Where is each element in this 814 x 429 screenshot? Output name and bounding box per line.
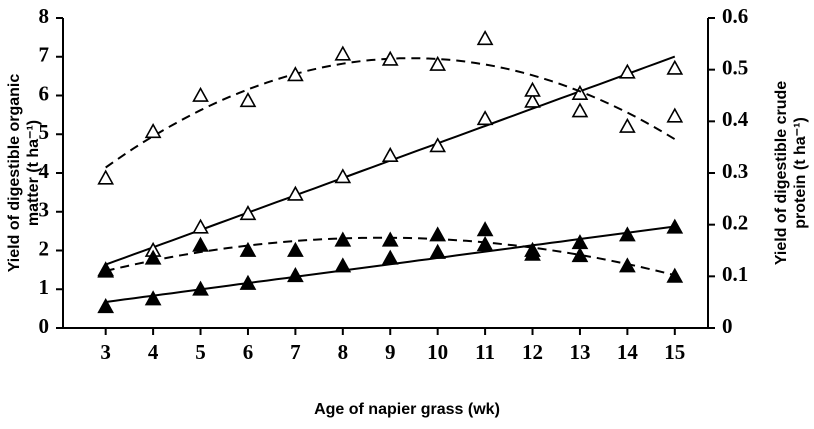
y2-axis-label-line: Yield of digestible crude xyxy=(773,81,790,265)
y2-axis-label-line: protein (t ha⁻¹) xyxy=(792,117,809,229)
data-point xyxy=(476,30,494,46)
data-point xyxy=(524,81,541,97)
data-point xyxy=(239,274,257,290)
data-point xyxy=(239,241,257,257)
data-point xyxy=(97,169,115,185)
y-tick-label: 6 xyxy=(39,81,50,105)
data-point xyxy=(381,50,399,66)
data-point xyxy=(571,84,589,100)
x-tick-label: 15 xyxy=(664,340,685,364)
y2-axis-label: Yield of digestible crude protein (t ha⁻… xyxy=(773,81,809,265)
data-point xyxy=(334,231,352,247)
x-tick-label: 7 xyxy=(290,340,301,364)
data-point xyxy=(239,205,257,221)
data-point xyxy=(192,236,209,252)
y2-tick-label: 0.1 xyxy=(722,262,748,286)
x-tick-label: 9 xyxy=(385,340,396,364)
data-point xyxy=(192,280,209,296)
y-tick-label: 4 xyxy=(39,159,50,183)
data-point xyxy=(619,257,636,273)
data-point xyxy=(429,137,447,153)
data-point xyxy=(144,249,162,265)
data-point xyxy=(429,55,447,71)
x-tick-label: 6 xyxy=(243,340,254,364)
data-point xyxy=(381,249,399,265)
data-point xyxy=(334,168,352,184)
y-axis-label-line: matter (t ha⁻¹) xyxy=(25,120,42,226)
y-tick-label: 3 xyxy=(39,198,50,222)
data-point xyxy=(97,262,115,278)
data-point xyxy=(144,290,162,306)
x-tick-label: 8 xyxy=(338,340,349,364)
data-point xyxy=(97,298,115,314)
y2-tick-label: 0 xyxy=(722,314,733,338)
x-tick-label: 3 xyxy=(100,340,111,364)
data-point xyxy=(619,63,636,79)
data-point xyxy=(476,221,494,237)
y-tick-label: 2 xyxy=(39,236,50,260)
data-point xyxy=(381,231,399,247)
data-point xyxy=(476,236,494,252)
data-point xyxy=(287,185,304,201)
data-point xyxy=(239,92,257,108)
y2-tick-label: 0.5 xyxy=(722,55,748,79)
data-point xyxy=(287,267,304,283)
y-tick-label: 0 xyxy=(39,314,50,338)
y2-tick-label: 0.4 xyxy=(722,107,749,131)
data-point xyxy=(524,241,541,257)
x-tick-label: 12 xyxy=(522,340,543,364)
data-point xyxy=(287,241,304,257)
data-point xyxy=(381,146,399,162)
y-tick-label: 8 xyxy=(39,4,50,28)
data-point xyxy=(476,110,494,126)
data-point xyxy=(619,117,636,133)
data-point xyxy=(334,257,352,273)
data-point xyxy=(666,218,684,234)
y2-tick-label: 0.2 xyxy=(722,210,748,234)
x-tick-label: 5 xyxy=(195,340,206,364)
data-point xyxy=(192,218,209,234)
x-tick-label: 10 xyxy=(427,340,448,364)
data-point xyxy=(571,102,589,118)
data-point xyxy=(524,92,541,108)
y-tick-label: 7 xyxy=(39,43,50,67)
data-point xyxy=(666,59,684,75)
y-axis-label-line: Yield of digestible organic xyxy=(6,74,23,273)
x-axis-label: Age of napier grass (wk) xyxy=(314,401,500,418)
data-point xyxy=(666,107,684,123)
y-tick-label: 5 xyxy=(39,120,50,144)
y2-tick-label: 0.3 xyxy=(722,159,748,183)
data-point xyxy=(429,226,447,242)
data-point xyxy=(287,66,304,82)
data-point xyxy=(144,123,162,139)
data-point xyxy=(666,267,684,283)
y-tick-label: 1 xyxy=(39,275,50,299)
x-tick-label: 14 xyxy=(617,340,639,364)
x-tick-label: 11 xyxy=(475,340,495,364)
data-point xyxy=(334,45,352,61)
data-point xyxy=(429,243,447,259)
data-point xyxy=(571,247,589,263)
x-tick-label: 13 xyxy=(569,340,590,364)
x-tick-label: 4 xyxy=(148,340,159,364)
y-axis-label: Yield of digestible organic matter (t ha… xyxy=(6,74,42,273)
data-point xyxy=(619,226,636,242)
data-point xyxy=(192,86,209,102)
y2-tick-label: 0.6 xyxy=(722,4,748,28)
